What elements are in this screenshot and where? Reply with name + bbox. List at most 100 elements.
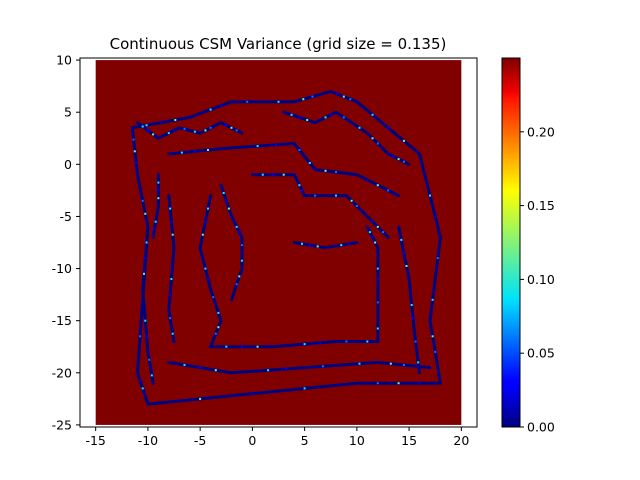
variance-cell [355,205,358,207]
variance-cell [183,128,186,131]
variance-cell [374,241,377,244]
variance-cell [144,395,147,398]
variance-cell [429,194,431,197]
variance-cell [320,93,323,95]
variance-cell [397,158,400,161]
variance-cell [376,142,379,145]
variance-cell [308,162,311,164]
variance-cell [170,324,173,327]
variance-cell [290,113,293,116]
variance-cell [409,291,412,293]
variance-cell [174,119,177,121]
variance-cell [345,340,348,343]
variance-cell [225,199,228,202]
variance-cell [207,207,209,210]
y-tick-label: -10 [52,261,72,276]
variance-cell [376,184,379,187]
variance-cell [141,125,144,128]
variance-cell [222,192,225,194]
variance-cell [371,220,374,223]
variance-cell [209,126,212,129]
colorbar-tick-label: 0.20 [527,124,555,139]
variance-cell [402,364,405,366]
variance-cell [145,335,148,338]
variance-cell [402,139,405,142]
variance-cell [382,147,384,150]
variance-cell [423,173,426,176]
chart-title: Continuous CSM Variance (grid size = 0.1… [110,35,447,53]
variance-cell [146,129,149,132]
variance-cell [225,345,228,348]
x-tick-label: 0 [248,433,256,448]
variance-cell [336,93,339,95]
variance-cell [340,364,343,366]
variance-cell [415,350,418,353]
colorbar-gradient [501,57,521,428]
variance-cell [324,116,327,119]
variance-cell [261,100,264,103]
variance-cell [193,130,196,133]
variance-cell [135,162,138,164]
variance-cell [157,181,160,184]
variance-cell [287,344,290,347]
y-axis: 10 5 0 -5 -10 -15 -20 -25 [52,53,80,432]
variance-cell [139,186,142,189]
x-tick-label: 15 [401,433,417,448]
y-tick-label: 5 [64,105,72,120]
variance-cell [204,129,207,132]
variance-cell [350,199,353,202]
variance-cell [308,244,311,247]
x-tick-label: 5 [301,433,309,448]
variance-cell [272,173,275,176]
variance-cell [368,231,371,234]
variance-cell [405,265,408,267]
y-tick-label: 0 [64,157,72,172]
variance-cell [434,278,437,280]
x-axis: -15 -10 -5 0 5 10 15 20 [85,427,469,448]
variance-cell [157,197,160,200]
variance-cell [144,212,147,215]
variance-cell [355,340,358,343]
variance-cell [285,367,288,370]
variance-cell [212,296,215,299]
variance-cell [150,374,153,377]
variance-cell [358,362,361,365]
variance-cell [217,326,220,329]
variance-cell [387,126,390,129]
variance-cell [267,369,270,372]
colorbar-ticks: 0.00 0.05 0.10 0.15 0.20 [520,124,555,435]
variance-cell [238,231,241,234]
variance-cell [389,362,392,365]
variance-cell [145,241,148,244]
variance-cell [350,121,353,124]
variance-cell [342,116,345,119]
variance-cell [201,233,204,236]
variance-cell [240,345,243,348]
variance-cell [376,301,379,304]
variance-cell [431,298,434,301]
variance-cell [154,220,157,223]
variance-cell [376,314,379,317]
variance-cell [220,104,222,107]
variance-cell [199,366,202,369]
variance-cell [371,236,374,239]
variance-cell [141,199,144,202]
variance-cell [183,364,186,366]
variance-cell [324,194,327,197]
variance-cell [295,179,298,181]
variance-cell [376,257,379,260]
variance-cell [436,257,439,260]
variance-cell [366,179,369,181]
variance-cell [418,382,421,385]
variance-cell [392,155,395,158]
variance-cell [348,242,350,245]
variance-cell [207,278,209,280]
variance-cell [230,126,233,129]
variance-cell [376,225,379,228]
variance-cell [335,171,337,174]
variance-cell [358,126,361,129]
x-tick-label: -5 [194,433,206,448]
variance-cell [157,189,160,192]
variance-cell [376,278,379,280]
